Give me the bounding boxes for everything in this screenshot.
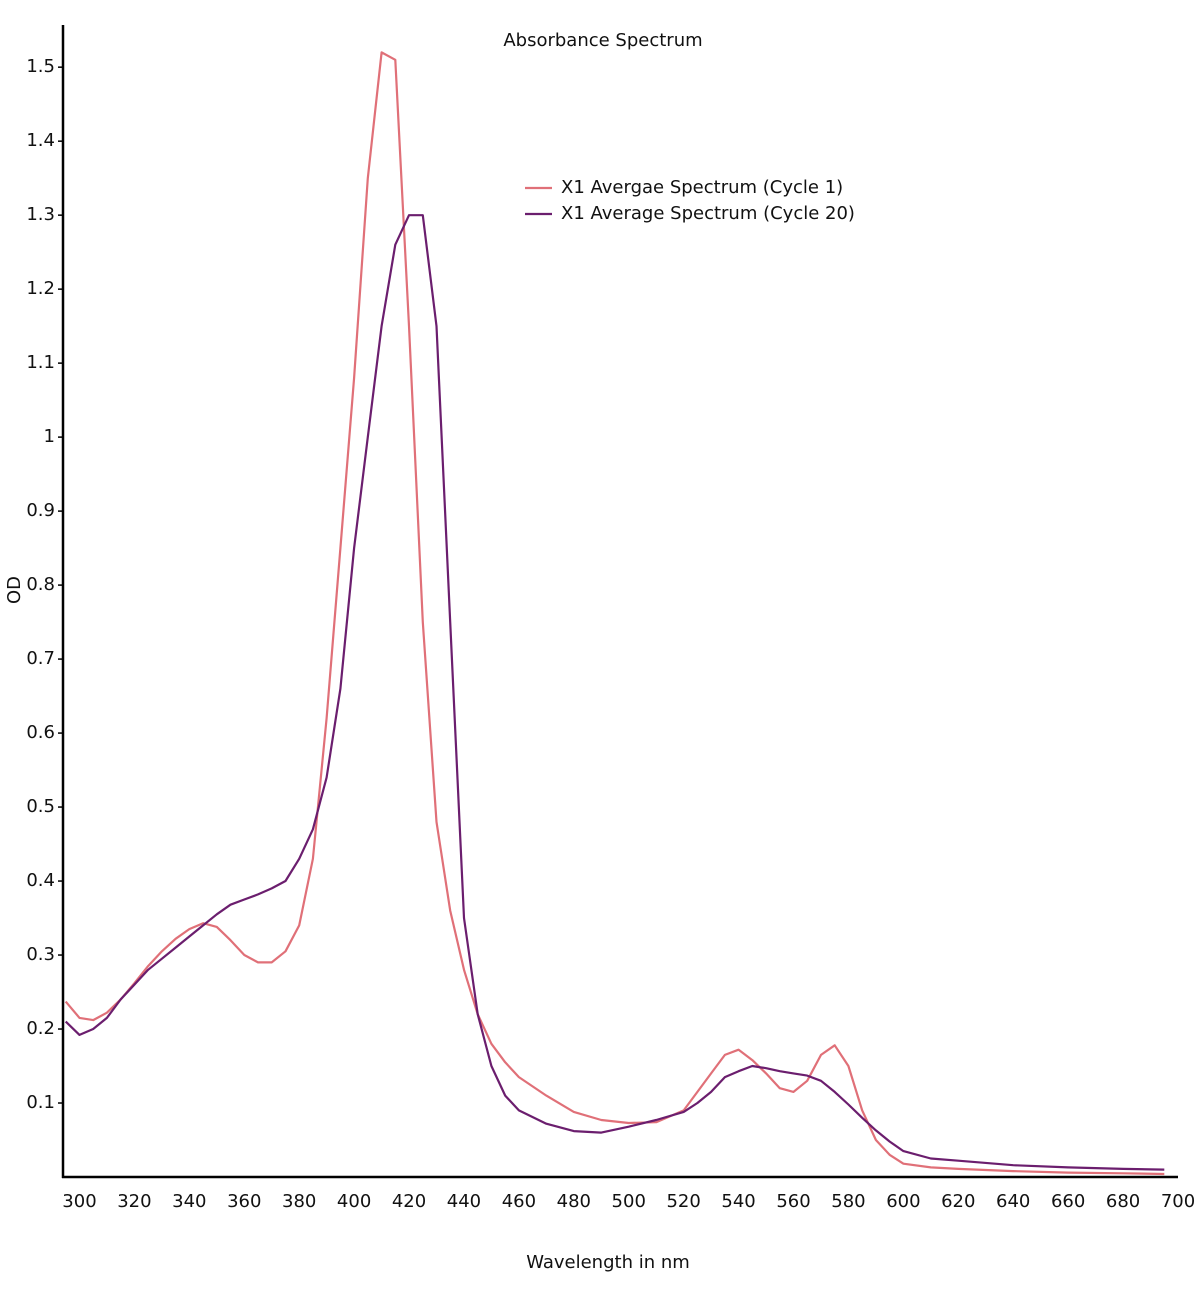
x-tick-label: 520 (666, 1191, 700, 1212)
y-tick-label: 1.5 (26, 56, 55, 77)
x-tick-label: 700 (1161, 1191, 1195, 1212)
x-tick-label: 560 (776, 1191, 810, 1212)
chart-title: Absorbance Spectrum (503, 30, 702, 51)
x-tick-label: 460 (502, 1191, 536, 1212)
x-tick-label: 680 (1106, 1191, 1140, 1212)
legend-label: X1 Average Spectrum (Cycle 20) (561, 203, 855, 224)
x-tick-label: 640 (996, 1191, 1030, 1212)
y-axis-label: OD (4, 576, 25, 604)
x-tick-label: 420 (392, 1191, 426, 1212)
x-tick-label: 500 (612, 1191, 646, 1212)
x-tick-label: 620 (941, 1191, 975, 1212)
x-tick-label: 300 (62, 1191, 96, 1212)
x-tick-label: 580 (831, 1191, 865, 1212)
x-tick-label: 340 (172, 1191, 206, 1212)
x-tick-label: 320 (117, 1191, 151, 1212)
x-tick-label: 600 (886, 1191, 920, 1212)
x-tick-label: 380 (282, 1191, 316, 1212)
x-tick-label: 360 (227, 1191, 261, 1212)
y-tick-label: 0.6 (26, 722, 55, 743)
y-tick-label: 1.3 (26, 204, 55, 225)
y-tick-label: 0.9 (26, 500, 55, 521)
x-tick-label: 480 (557, 1191, 591, 1212)
y-tick-label: 1.1 (26, 352, 55, 373)
series-line (64, 214, 1165, 1171)
y-tick-label: 0.4 (26, 870, 55, 891)
y-tick-label: 1.4 (26, 130, 55, 151)
y-tick-label: 0.5 (26, 796, 55, 817)
y-tick-label: 1 (44, 426, 55, 447)
legend-label: X1 Avergae Spectrum (Cycle 1) (561, 177, 843, 198)
y-tick-label: 0.2 (26, 1018, 55, 1039)
x-tick-label: 400 (337, 1191, 371, 1212)
y-tick-label: 0.8 (26, 574, 55, 595)
x-tick-label: 440 (447, 1191, 481, 1212)
x-axis-label: Wavelength in nm (526, 1252, 690, 1273)
y-tick-label: 1.2 (26, 278, 55, 299)
y-tick-label: 0.1 (26, 1092, 55, 1113)
y-tick-label: 0.7 (26, 648, 55, 669)
y-tick-label: 0.3 (26, 944, 55, 965)
x-tick-label: 540 (721, 1191, 755, 1212)
x-tick-label: 660 (1051, 1191, 1085, 1212)
